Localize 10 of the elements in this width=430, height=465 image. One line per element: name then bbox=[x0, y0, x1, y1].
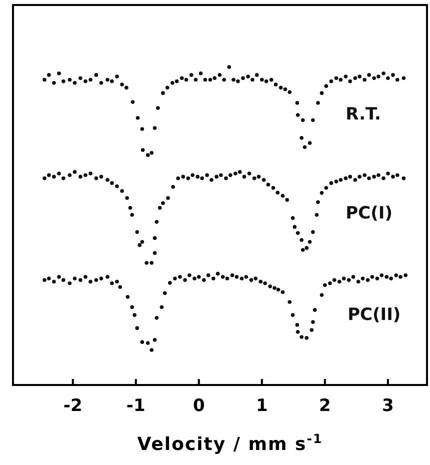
x-tick-label: 2 bbox=[318, 396, 331, 416]
x-tick-label: 0 bbox=[192, 396, 205, 416]
series-label: R.T. bbox=[346, 104, 382, 125]
x-tick-label: 1 bbox=[256, 396, 268, 416]
series-label: PC(I) bbox=[346, 203, 392, 224]
x-tick-label: -1 bbox=[126, 396, 146, 416]
x-axis-title: Velocity / mm s$^{-1}$ bbox=[137, 430, 323, 455]
x-tick-label: 3 bbox=[382, 396, 394, 416]
x-tick-label: -2 bbox=[63, 396, 82, 416]
series-label: PC(II) bbox=[348, 305, 401, 326]
